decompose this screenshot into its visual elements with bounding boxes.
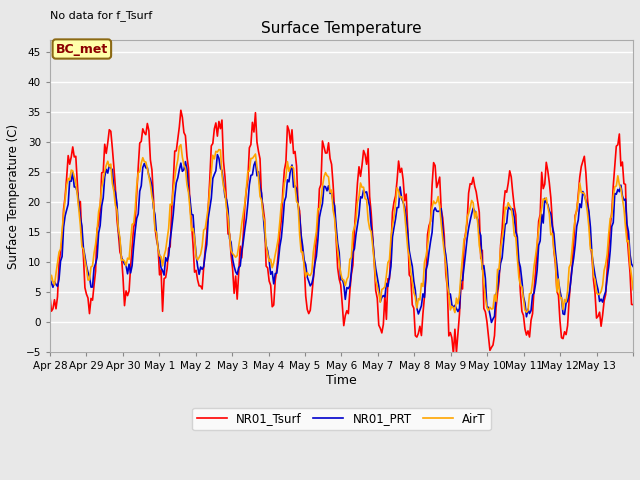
AirT bbox=[46, 279, 54, 285]
NR01_PRT bbox=[46, 276, 54, 281]
Text: BC_met: BC_met bbox=[56, 43, 108, 56]
NR01_Tsurf bbox=[628, 301, 636, 307]
Legend: NR01_Tsurf, NR01_PRT, AirT: NR01_Tsurf, NR01_PRT, AirT bbox=[193, 408, 491, 430]
AirT bbox=[552, 258, 559, 264]
AirT bbox=[177, 142, 185, 147]
NR01_Tsurf bbox=[465, 190, 472, 196]
X-axis label: Time: Time bbox=[326, 374, 357, 387]
NR01_Tsurf bbox=[84, 295, 92, 301]
AirT bbox=[629, 287, 637, 292]
Y-axis label: Surface Temperature (C): Surface Temperature (C) bbox=[7, 123, 20, 269]
NR01_Tsurf bbox=[629, 302, 637, 308]
NR01_PRT bbox=[628, 261, 636, 267]
AirT bbox=[66, 177, 74, 183]
NR01_PRT bbox=[629, 264, 637, 269]
NR01_PRT bbox=[348, 269, 355, 275]
NR01_Tsurf bbox=[177, 108, 185, 113]
NR01_Tsurf bbox=[348, 272, 355, 277]
Line: AirT: AirT bbox=[50, 144, 633, 312]
NR01_Tsurf bbox=[46, 293, 54, 299]
AirT bbox=[628, 273, 636, 279]
NR01_PRT bbox=[552, 249, 559, 254]
Title: Surface Temperature: Surface Temperature bbox=[261, 21, 422, 36]
NR01_Tsurf bbox=[552, 261, 559, 267]
NR01_PRT bbox=[84, 269, 92, 275]
NR01_Tsurf bbox=[449, 351, 457, 357]
AirT bbox=[465, 211, 472, 216]
NR01_PRT bbox=[66, 178, 74, 183]
AirT bbox=[348, 254, 355, 260]
NR01_PRT bbox=[488, 320, 495, 325]
NR01_PRT bbox=[463, 236, 471, 241]
Text: No data for f_Tsurf: No data for f_Tsurf bbox=[50, 11, 152, 21]
AirT bbox=[451, 310, 459, 315]
Line: NR01_Tsurf: NR01_Tsurf bbox=[50, 110, 633, 354]
Line: NR01_PRT: NR01_PRT bbox=[50, 155, 633, 323]
AirT bbox=[84, 277, 92, 283]
NR01_Tsurf bbox=[66, 161, 74, 167]
NR01_PRT bbox=[214, 152, 221, 157]
